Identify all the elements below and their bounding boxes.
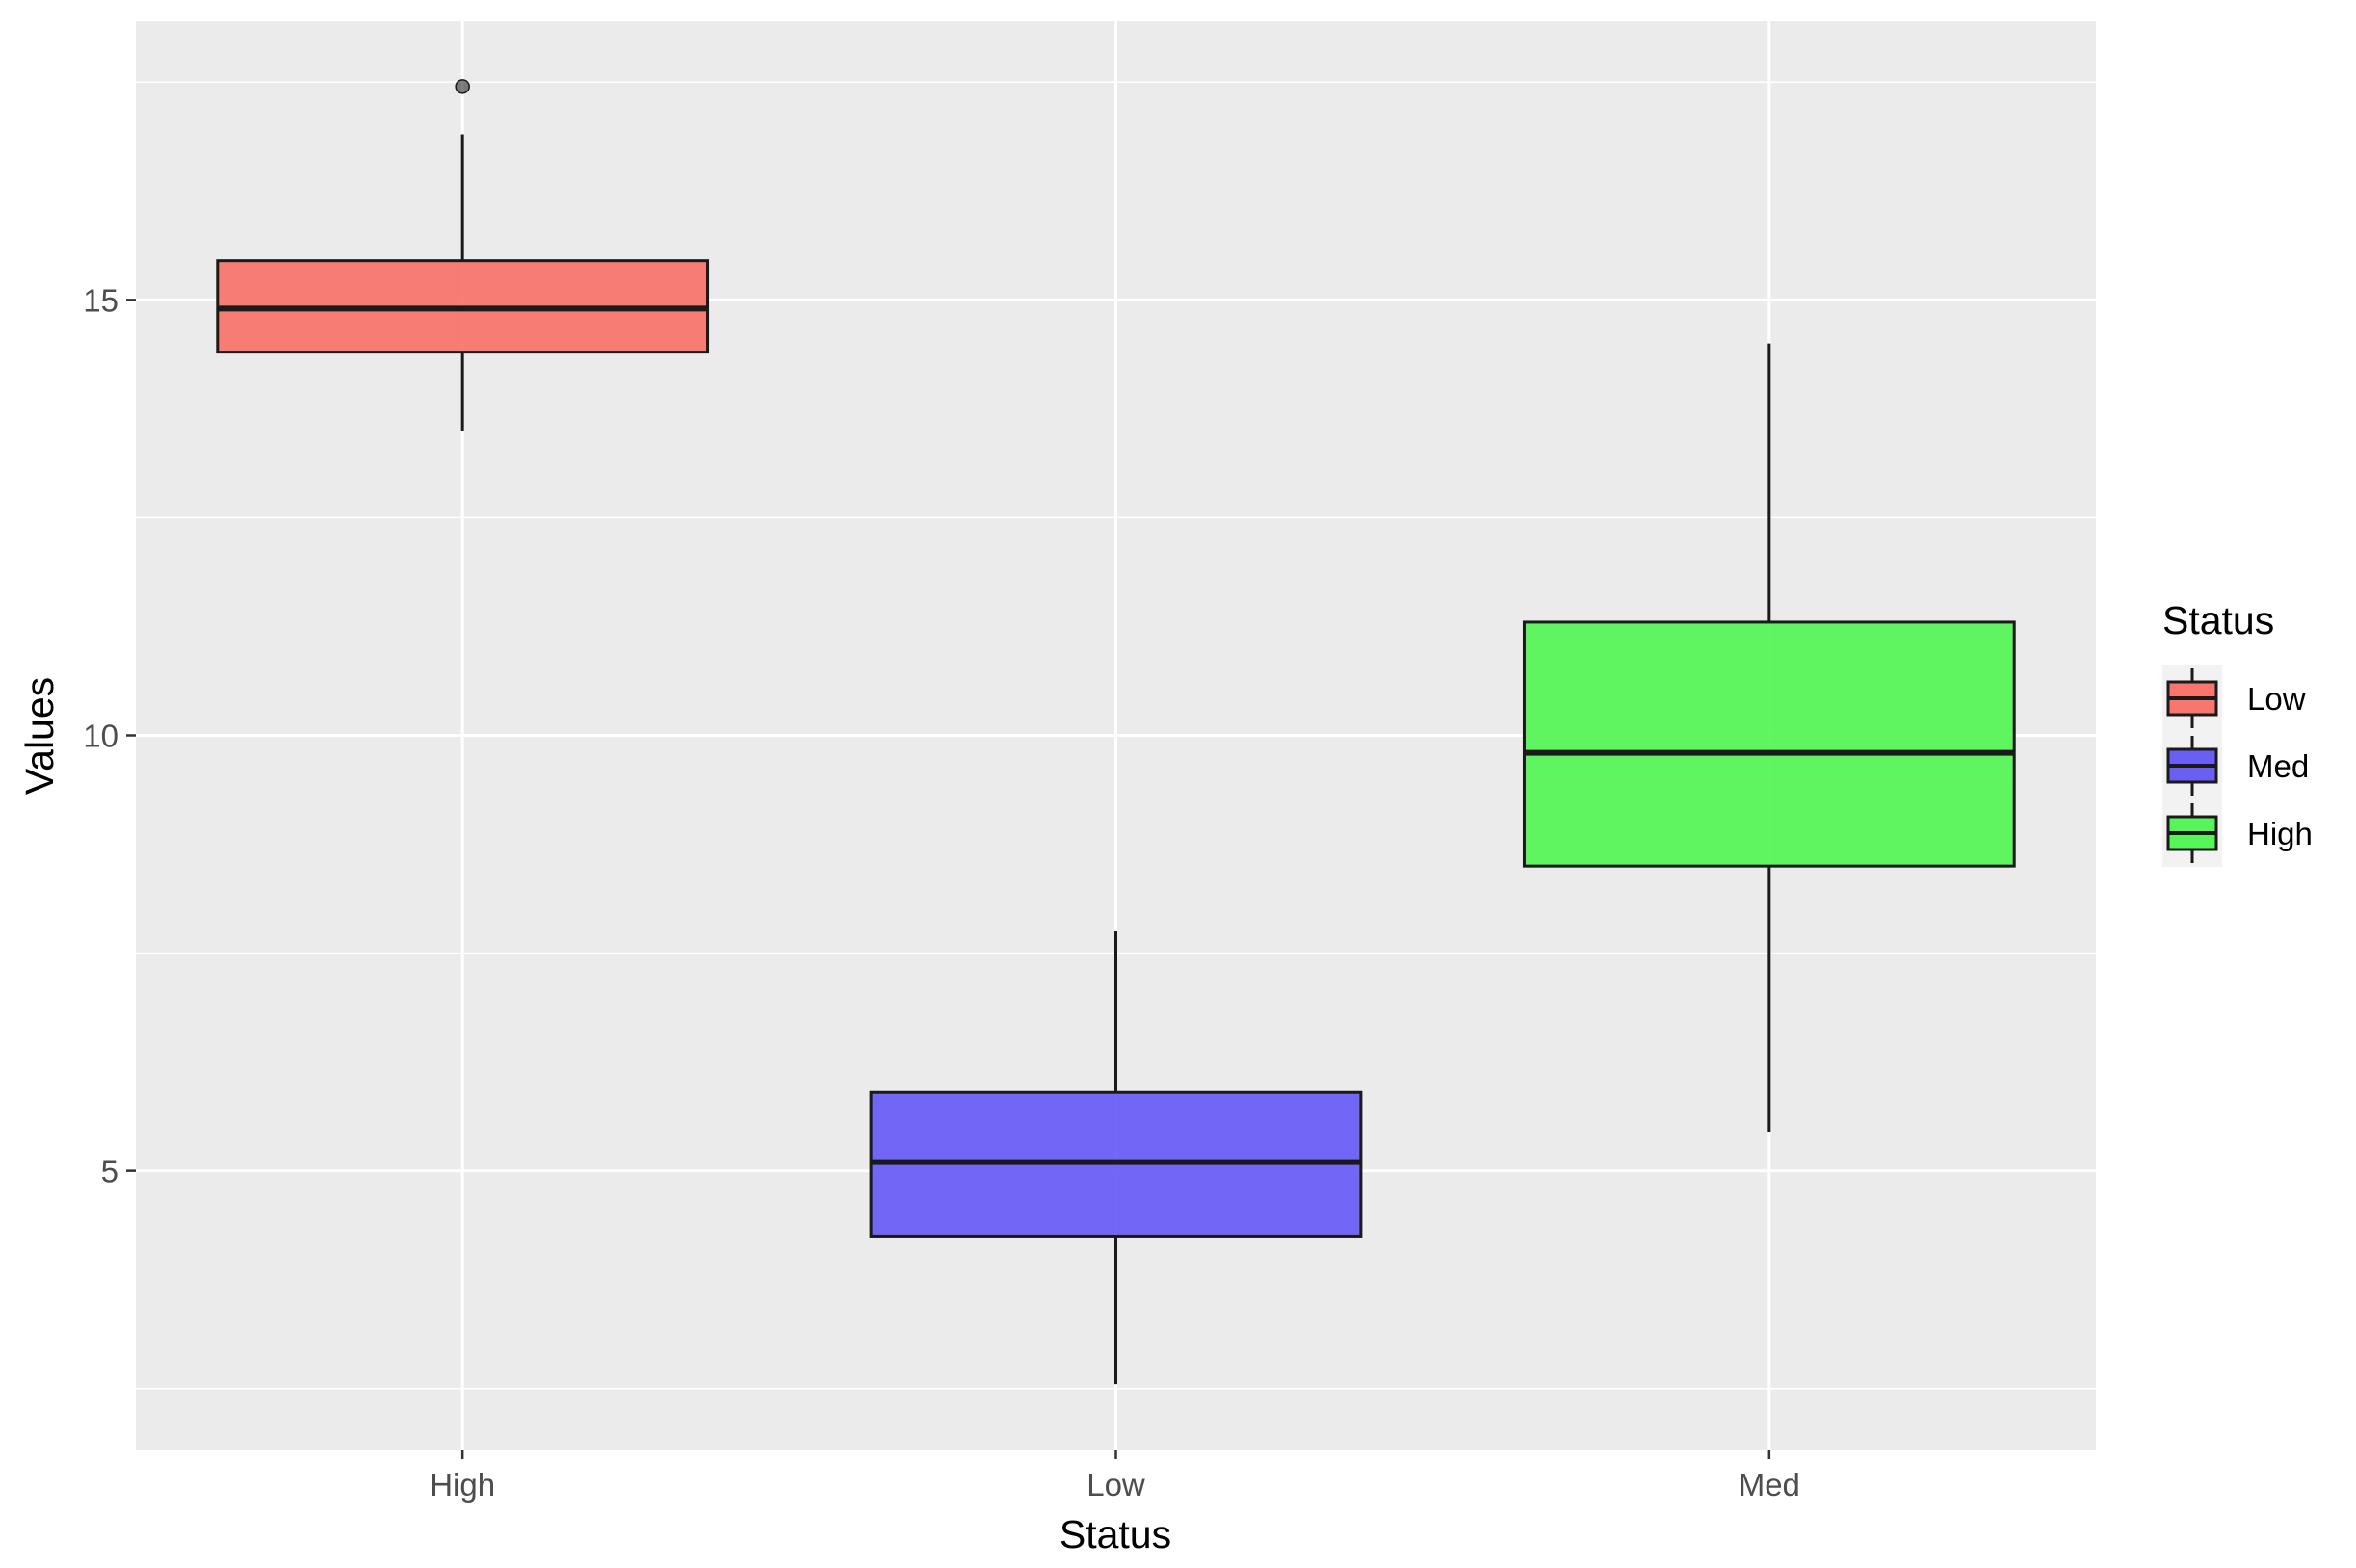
y-tick-label: 5 [101, 1154, 118, 1189]
x-axis-title: Status [1060, 1512, 1171, 1556]
boxes [216, 79, 2016, 1385]
legend: Status Low Med High [2162, 598, 2313, 867]
legend-key-low [2162, 665, 2222, 732]
box-iqr [1522, 620, 2016, 868]
x-tick-label: Med [1739, 1467, 1800, 1503]
y-tick-label: 15 [83, 282, 118, 318]
legend-label: Med [2247, 748, 2309, 784]
box-med [1522, 343, 2016, 1132]
y-tick-label: 10 [83, 719, 118, 754]
legend-key-high [2162, 799, 2222, 867]
outlier-point [455, 79, 470, 94]
x-tick-label: High [430, 1467, 495, 1503]
box-high [216, 79, 710, 431]
legend-label: High [2247, 816, 2313, 851]
box-low [869, 930, 1363, 1385]
x-tick-label: Low [1086, 1467, 1145, 1503]
legend-title: Status [2162, 598, 2274, 642]
legend-label: Low [2247, 681, 2306, 717]
axes: 5 10 15 High Low Med [83, 282, 1800, 1503]
y-axis-title: Values [17, 677, 62, 795]
legend-key-med [2162, 732, 2222, 799]
